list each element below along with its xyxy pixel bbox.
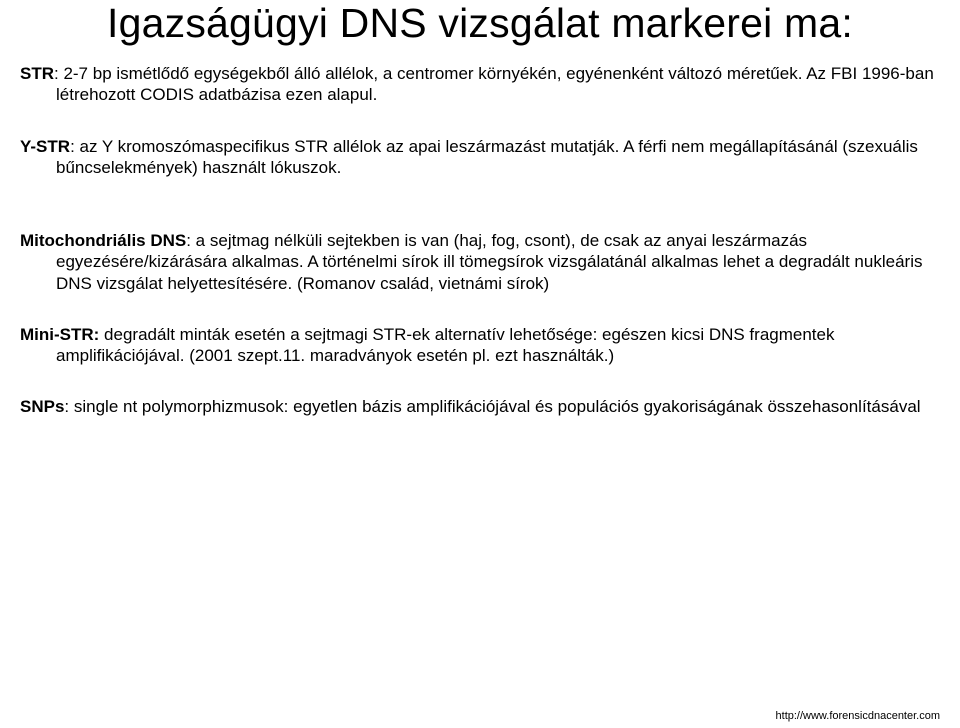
text-ministr: degradált minták esetén a sejtmagi STR-e…: [56, 325, 834, 365]
text-snps: : single nt polymorphizmusok: egyetlen b…: [64, 397, 920, 416]
paragraph-snps: SNPs: single nt polymorphizmusok: egyetl…: [20, 396, 940, 417]
document-page: Igazságügyi DNS vizsgálat markerei ma: S…: [0, 0, 960, 728]
label-mtdna: Mitochondriális DNS: [20, 231, 186, 250]
page-title: Igazságügyi DNS vizsgálat markerei ma:: [20, 0, 940, 47]
paragraph-ministr: Mini-STR: degradált minták esetén a sejt…: [20, 324, 940, 367]
label-ministr: Mini-STR:: [20, 325, 99, 344]
text-str: : 2-7 bp ismétlődő egységekből álló allé…: [54, 64, 934, 104]
label-ystr: Y-STR: [20, 137, 70, 156]
paragraph-ystr: Y-STR: az Y kromoszómaspecifikus STR all…: [20, 136, 940, 179]
paragraph-str: STR: 2-7 bp ismétlődő egységekből álló a…: [20, 63, 940, 106]
label-str: STR: [20, 64, 54, 83]
label-snps: SNPs: [20, 397, 64, 416]
footer-url: http://www.forensicdnacenter.com: [776, 710, 940, 722]
text-mtdna: : a sejtmag nélküli sejtekben is van (ha…: [56, 231, 922, 293]
paragraph-mtdna: Mitochondriális DNS: a sejtmag nélküli s…: [20, 230, 940, 294]
text-ystr: : az Y kromoszómaspecifikus STR allélok …: [56, 137, 918, 177]
